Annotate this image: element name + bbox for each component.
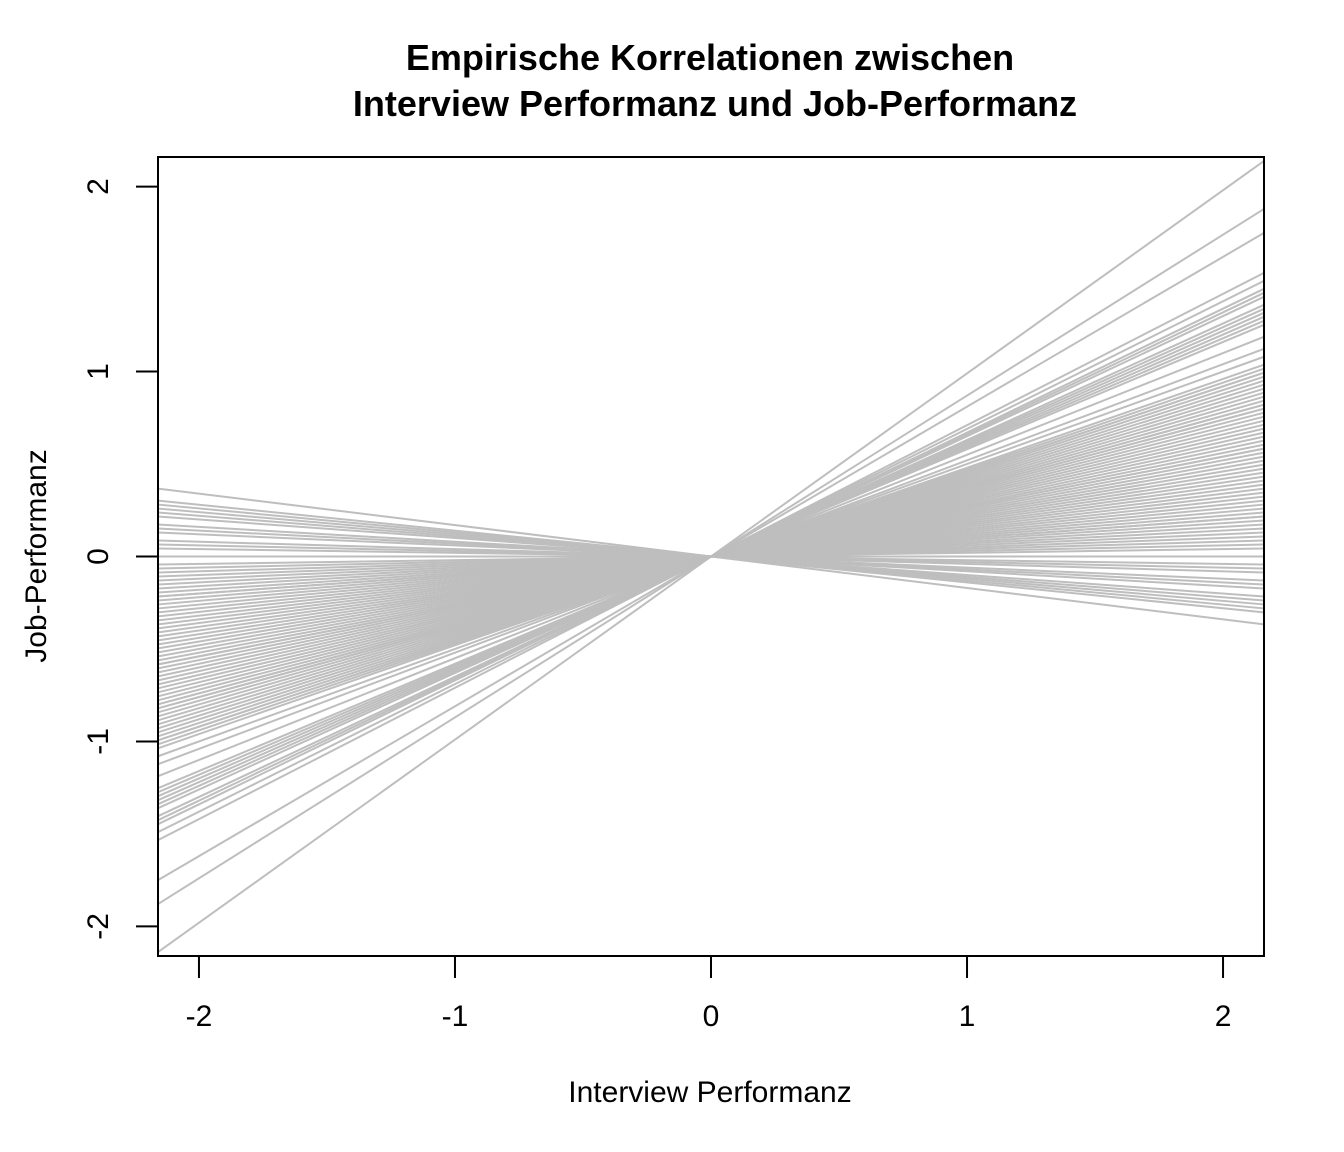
x-tick-label-1: -1: [442, 1000, 469, 1033]
y-axis: -2 -1 0 1 2: [82, 178, 159, 940]
y-tick-label-0: -2: [82, 913, 115, 940]
x-axis-label: Interview Performanz: [568, 1076, 851, 1109]
y-tick-label-3: 1: [82, 363, 115, 380]
y-axis-label: Job-Performanz: [20, 449, 53, 662]
x-tick-label-0: -2: [186, 1000, 213, 1033]
chart-title-line-2: Interview Performanz und Job-Performanz: [353, 83, 1077, 124]
correlation-lines: [157, 160, 1265, 953]
x-axis: -2 -1 0 1 2: [186, 955, 1232, 1033]
correlation-line-81: [157, 487, 1265, 626]
y-tick-label-1: -1: [82, 728, 115, 755]
x-tick-label-4: 2: [1215, 1000, 1232, 1033]
x-tick-label-2: 0: [703, 1000, 720, 1033]
x-tick-label-3: 1: [959, 1000, 976, 1033]
y-tick-label-4: 2: [82, 178, 115, 195]
chart-title-line-1: Empirische Korrelationen zwischen: [406, 37, 1014, 78]
y-tick-label-2: 0: [82, 548, 115, 565]
